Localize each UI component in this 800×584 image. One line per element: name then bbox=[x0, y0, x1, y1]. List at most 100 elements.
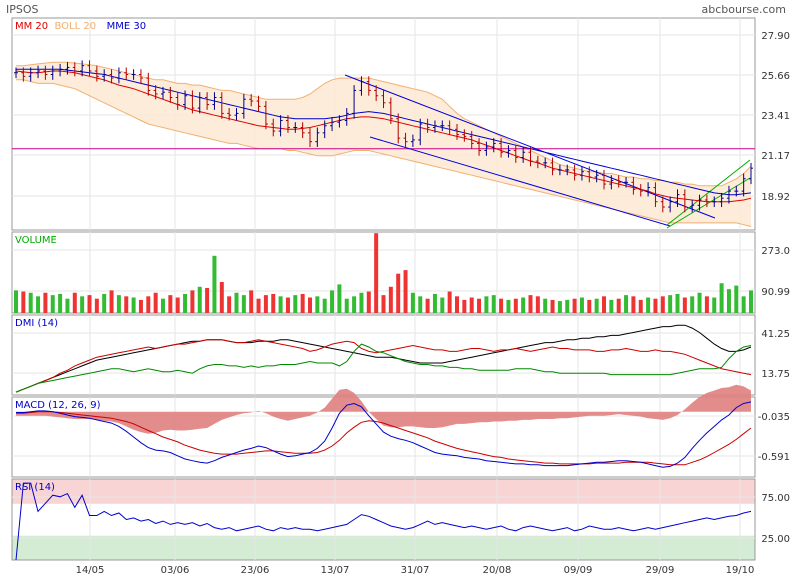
volume-bar-30 bbox=[234, 292, 239, 313]
volume-bar-69 bbox=[521, 297, 526, 313]
volume-bar-72 bbox=[543, 298, 548, 313]
volume-bar-67 bbox=[506, 299, 511, 313]
volume-bar-2 bbox=[28, 292, 33, 313]
volume-bar-46 bbox=[352, 296, 357, 313]
volume-bar-31 bbox=[241, 295, 246, 313]
volume-bar-39 bbox=[300, 293, 305, 313]
volume-bar-24 bbox=[190, 290, 195, 313]
volume-bar-93 bbox=[697, 292, 702, 313]
volume-bar-14 bbox=[116, 295, 121, 313]
volume-bar-41 bbox=[315, 296, 320, 313]
volume-bar-23 bbox=[183, 293, 188, 313]
volume-bar-5 bbox=[50, 295, 55, 313]
trendline-upper bbox=[344, 74, 716, 219]
volume-bar-32 bbox=[249, 290, 254, 313]
x-tick-4: 31/07 bbox=[401, 565, 430, 576]
volume-bar-9 bbox=[80, 296, 85, 313]
volume-bar-77 bbox=[579, 297, 584, 313]
volume-bar-78 bbox=[587, 299, 592, 313]
volume-bar-52 bbox=[396, 273, 401, 313]
volume-bar-37 bbox=[285, 297, 290, 313]
volume-bar-60 bbox=[455, 296, 459, 313]
volume-bar-1 bbox=[21, 291, 26, 313]
volume-bar-62 bbox=[469, 297, 474, 313]
volume-bar-88 bbox=[660, 296, 665, 313]
volume-bar-38 bbox=[293, 295, 298, 313]
y-tick-price-3: 21.17 bbox=[761, 151, 790, 162]
volume-bar-70 bbox=[528, 295, 533, 313]
volume-bar-40 bbox=[308, 297, 312, 313]
volume-bar-98 bbox=[734, 285, 739, 313]
volume-bar-35 bbox=[271, 293, 276, 313]
volume-bar-76 bbox=[572, 298, 577, 313]
x-tick-0: 14/05 bbox=[76, 565, 105, 576]
x-tick-1: 03/06 bbox=[161, 565, 190, 576]
volume-bar-89 bbox=[668, 295, 673, 313]
volume-bar-13 bbox=[109, 290, 114, 313]
volume-bar-55 bbox=[418, 296, 423, 313]
volume-bar-3 bbox=[36, 296, 41, 313]
volume-bar-56 bbox=[425, 298, 430, 313]
volume-bar-8 bbox=[72, 292, 77, 313]
y-tick-price-1: 25.66 bbox=[761, 71, 790, 82]
series-mm20 bbox=[15, 70, 752, 203]
x-tick-7: 29/09 bbox=[646, 565, 675, 576]
volume-bar-33 bbox=[256, 298, 261, 313]
volume-bar-6 bbox=[58, 293, 63, 313]
volume-bar-10 bbox=[87, 295, 92, 313]
volume-bar-51 bbox=[388, 286, 393, 313]
macd-histogram bbox=[16, 384, 751, 434]
volume-bar-50 bbox=[381, 295, 386, 313]
volume-bar-49 bbox=[374, 233, 379, 313]
chart-source: abcbourse.com bbox=[702, 3, 786, 16]
y-tick-price-0: 27.90 bbox=[761, 31, 790, 42]
volume-bar-74 bbox=[557, 301, 562, 313]
legend-price-1: BOLL 20 bbox=[55, 21, 97, 32]
volume-bar-100 bbox=[749, 290, 753, 313]
series-rsi bbox=[15, 482, 752, 561]
rsi-oversold-zone bbox=[12, 535, 755, 560]
volume-bar-66 bbox=[499, 298, 504, 313]
volume-bar-12 bbox=[102, 293, 107, 313]
volume-bar-28 bbox=[219, 282, 224, 313]
x-tick-2: 23/06 bbox=[241, 565, 270, 576]
legend-volume-0: VOLUME bbox=[15, 235, 57, 246]
rsi-overbought-zone bbox=[12, 479, 755, 504]
y-tick-dmi-0: 41.25 bbox=[761, 329, 790, 340]
volume-bar-53 bbox=[403, 270, 408, 313]
y-tick-volume-1: 90.99 bbox=[761, 287, 790, 298]
series-minus-di bbox=[15, 339, 752, 393]
volume-bar-7 bbox=[65, 298, 70, 313]
volume-bar-95 bbox=[712, 297, 717, 313]
volume-bar-26 bbox=[205, 287, 210, 313]
volume-bar-15 bbox=[124, 296, 129, 313]
volume-bar-47 bbox=[359, 292, 364, 313]
series-adx bbox=[15, 324, 752, 393]
volume-bar-61 bbox=[462, 299, 467, 313]
volume-bar-22 bbox=[175, 297, 180, 313]
series-plus-di bbox=[15, 343, 752, 393]
y-tick-rsi-1: 25.00 bbox=[761, 534, 790, 545]
x-tick-8: 19/10 bbox=[726, 565, 755, 576]
x-tick-3: 13/07 bbox=[321, 565, 350, 576]
volume-bar-42 bbox=[322, 298, 327, 313]
volume-bar-25 bbox=[197, 286, 202, 313]
series-macd bbox=[16, 401, 752, 468]
volume-bar-99 bbox=[741, 296, 746, 313]
volume-bar-97 bbox=[726, 289, 731, 313]
volume-bar-73 bbox=[550, 299, 555, 313]
volume-bar-83 bbox=[624, 295, 629, 313]
series-macd-signal bbox=[16, 411, 752, 466]
legend-dmi-0: DMI (14) bbox=[15, 318, 58, 329]
volume-bar-36 bbox=[278, 296, 283, 313]
volume-bar-45 bbox=[344, 298, 349, 313]
volume-bar-87 bbox=[653, 298, 658, 313]
volume-bar-91 bbox=[682, 297, 687, 313]
y-tick-price-4: 18.92 bbox=[761, 192, 790, 203]
volume-bar-27 bbox=[212, 255, 217, 313]
trendline-green-upper bbox=[666, 159, 751, 226]
volume-bar-86 bbox=[646, 297, 651, 313]
volume-bar-96 bbox=[719, 283, 724, 313]
x-tick-5: 20/08 bbox=[483, 565, 512, 576]
volume-bar-79 bbox=[594, 298, 599, 313]
